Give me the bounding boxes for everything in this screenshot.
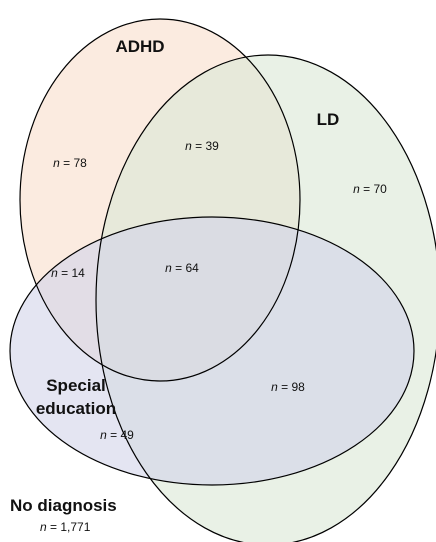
special-education-circle [10, 217, 414, 485]
count-adhd-special: n = 14 [51, 266, 85, 280]
adhd-label: ADHD [115, 37, 164, 56]
circle-outlines [9, 18, 436, 542]
no-diagnosis-label: No diagnosis [10, 496, 117, 515]
ld-outline [95, 54, 436, 542]
count-ld-special: n = 98 [271, 380, 305, 394]
special-education-label-line1: Special [46, 376, 106, 395]
no-diagnosis-count: n = 1,771 [40, 520, 91, 534]
ld-label: LD [317, 110, 340, 129]
count-special-only: n = 49 [100, 428, 134, 442]
count-all-three: n = 64 [165, 261, 199, 275]
adhd-outline [19, 18, 301, 382]
special-education-label-line2: education [36, 399, 116, 418]
special-education-outline [9, 216, 415, 486]
count-ld-only: n = 70 [353, 182, 387, 196]
count-adhd-only: n = 78 [53, 156, 87, 170]
count-adhd-ld: n = 39 [185, 139, 219, 153]
